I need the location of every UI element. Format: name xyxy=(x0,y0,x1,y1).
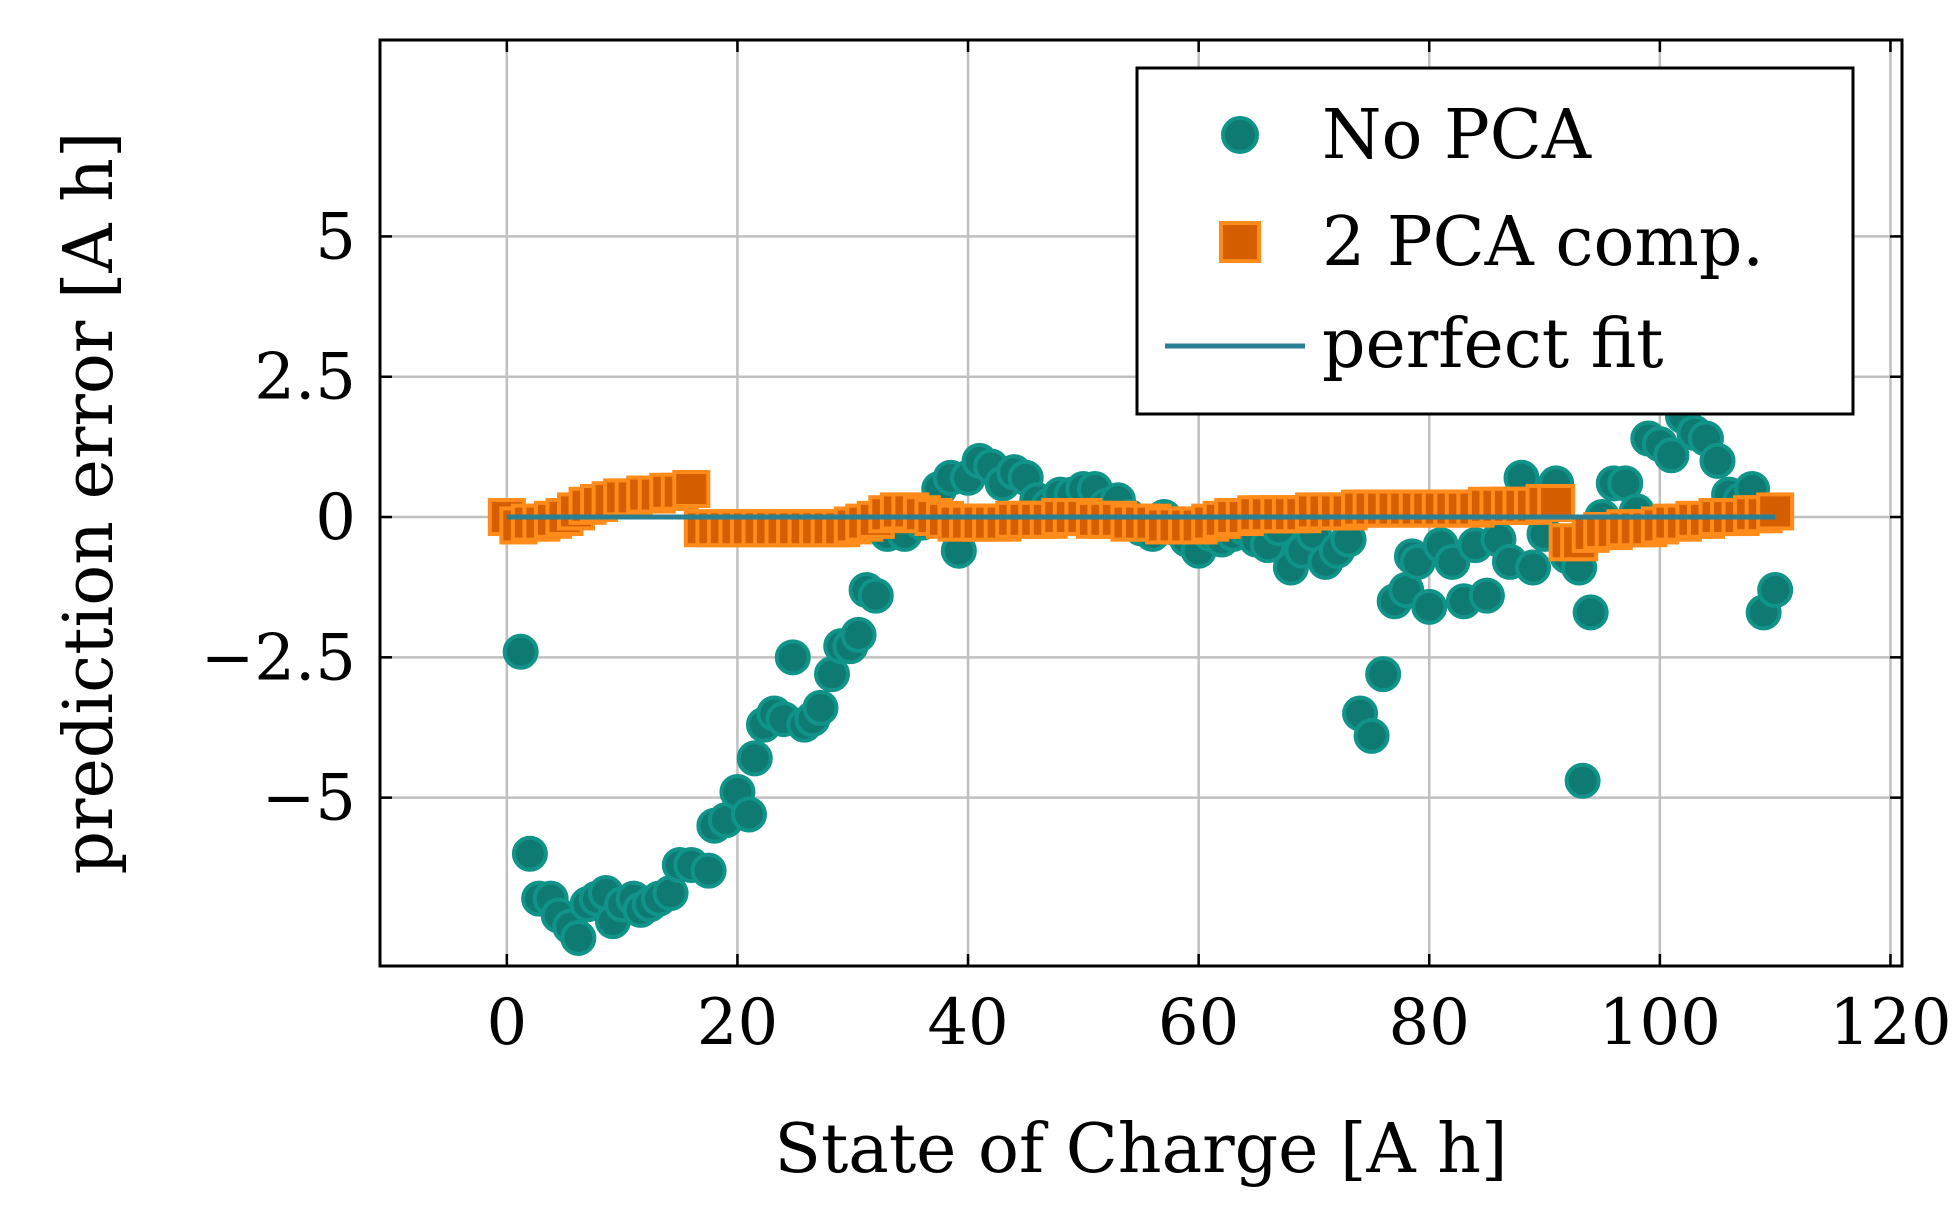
no-pca-point xyxy=(730,796,767,833)
no-pca-point xyxy=(840,616,877,653)
legend: No PCA 2 PCA comp. perfect fit xyxy=(1135,66,1855,416)
y-tick-label: 2.5 xyxy=(254,341,356,415)
no-pca-point xyxy=(774,639,811,676)
no-pca-point xyxy=(1515,549,1552,586)
y-axis-label: prediction error [A h] xyxy=(50,132,129,875)
x-axis-label: State of Charge [A h] xyxy=(774,1110,1507,1189)
no-pca-point xyxy=(1564,762,1601,799)
plot-frame xyxy=(378,38,1904,968)
no-pca-point xyxy=(1468,577,1505,614)
y-tick-label: 0 xyxy=(315,481,356,555)
x-tick-label: 100 xyxy=(1599,986,1721,1060)
y-tick-label: 5 xyxy=(315,200,356,274)
no-pca-point xyxy=(857,577,894,614)
y-tick-label: −5 xyxy=(262,762,356,836)
x-tick-label: 60 xyxy=(1158,986,1239,1060)
plot-area xyxy=(487,398,1795,956)
no-pca-point xyxy=(502,633,539,670)
pca-point xyxy=(672,469,711,508)
no-pca-point xyxy=(1653,437,1690,474)
no-pca-point xyxy=(1353,717,1390,754)
pca-point xyxy=(1537,484,1576,522)
no-pca-point xyxy=(1411,588,1448,625)
no-pca-point xyxy=(736,740,773,777)
no-pca-point xyxy=(1699,442,1736,479)
x-tick-label: 120 xyxy=(1829,986,1951,1060)
legend-label-2-pca: 2 PCA comp. xyxy=(1322,203,1764,282)
no-pca-point xyxy=(1757,571,1794,608)
x-tick-label: 0 xyxy=(486,986,527,1060)
axis-ticks: 0 20 40 60 80 100 120 −5 −2.5 0 2.5 5 xyxy=(201,40,1952,1060)
no-pca-point xyxy=(802,689,839,726)
pca-point xyxy=(1756,492,1795,531)
no-pca-point xyxy=(1365,656,1402,693)
no-pca-point xyxy=(560,919,597,956)
legend-marker-no-pca xyxy=(1221,116,1259,154)
x-tick-label: 40 xyxy=(927,986,1008,1060)
legend-label-perfect-fit: perfect fit xyxy=(1322,305,1663,384)
y-tick-label: −2.5 xyxy=(201,621,356,695)
legend-label-no-pca: No PCA xyxy=(1322,96,1592,175)
x-tick-label: 80 xyxy=(1389,986,1470,1060)
no-pca-point xyxy=(1572,594,1609,631)
no-pca-point xyxy=(690,852,727,889)
legend-marker-2-pca xyxy=(1219,221,1261,263)
x-tick-label: 20 xyxy=(697,986,778,1060)
no-pca-point xyxy=(511,835,548,872)
